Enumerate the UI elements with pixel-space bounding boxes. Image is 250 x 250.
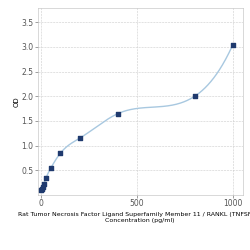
Y-axis label: OD: OD — [14, 96, 20, 106]
Point — [116, 112, 120, 116]
Point — [49, 166, 53, 170]
Point — [44, 176, 48, 180]
Point — [42, 182, 46, 186]
X-axis label: Rat Tumor Necrosis Factor Ligand Superfamily Member 11 / RANKL (TNFSF11)
Concent: Rat Tumor Necrosis Factor Ligand Superfa… — [18, 212, 250, 223]
Point — [231, 42, 235, 46]
Point — [40, 185, 44, 189]
Point — [40, 186, 44, 190]
Point — [192, 94, 196, 98]
Point — [58, 151, 62, 155]
Point — [39, 188, 43, 192]
Point — [78, 136, 82, 140]
